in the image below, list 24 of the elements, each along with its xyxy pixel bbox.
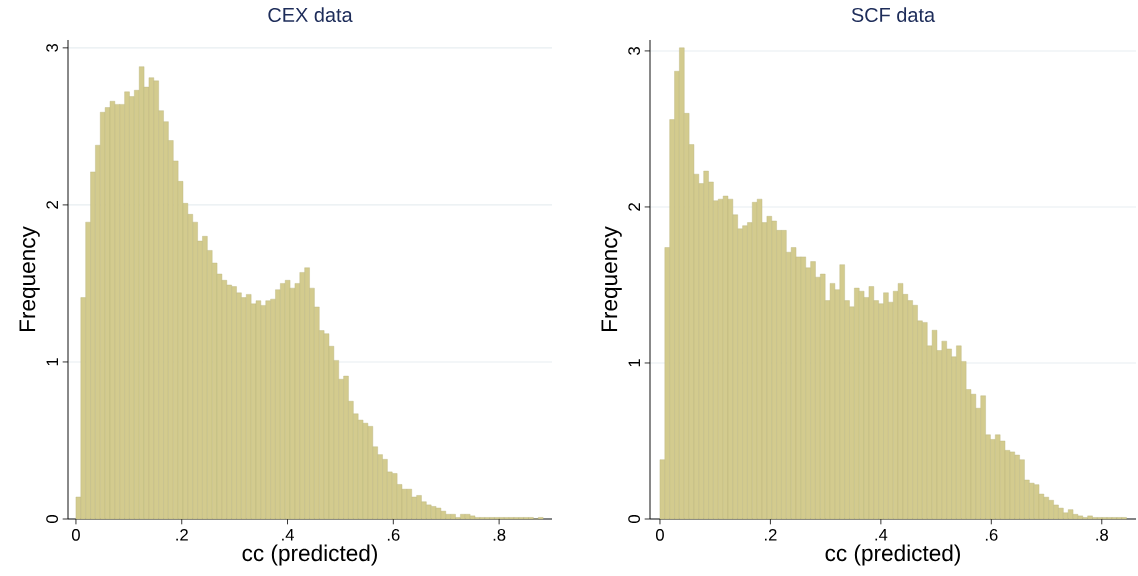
x-tick-label: .4 xyxy=(875,529,888,541)
x-axis-title: cc (predicted) xyxy=(825,544,960,566)
x-tick-label: .8 xyxy=(1096,529,1108,541)
x-tick-label: .2 xyxy=(176,529,188,541)
y-tick-label: 3 xyxy=(628,47,640,55)
y-axis-title: Frequency xyxy=(601,226,622,331)
y-tick-label: 0 xyxy=(628,515,640,523)
chart-title: SCF data xyxy=(851,7,936,22)
y-tick-label: 3 xyxy=(46,43,58,52)
x-axis-title: cc (predicted) xyxy=(242,544,377,566)
x-tick-label: 0 xyxy=(71,529,80,541)
y-tick-label: 1 xyxy=(628,359,640,367)
y-axis-title: Frequency xyxy=(19,226,40,331)
x-tick-label: .4 xyxy=(282,529,294,541)
x-tick-label: .6 xyxy=(985,529,998,541)
x-tick-label: .6 xyxy=(387,529,400,541)
x-tick-label: 0 xyxy=(655,529,664,541)
y-tick-label: 2 xyxy=(628,203,640,211)
chart-title: CEX data xyxy=(268,7,353,22)
x-tick-label: .8 xyxy=(493,529,506,541)
y-tick-label: 0 xyxy=(46,515,58,523)
x-tick-label: .2 xyxy=(765,529,777,541)
y-tick-label: 2 xyxy=(46,201,58,209)
y-tick-label: 1 xyxy=(46,358,58,366)
